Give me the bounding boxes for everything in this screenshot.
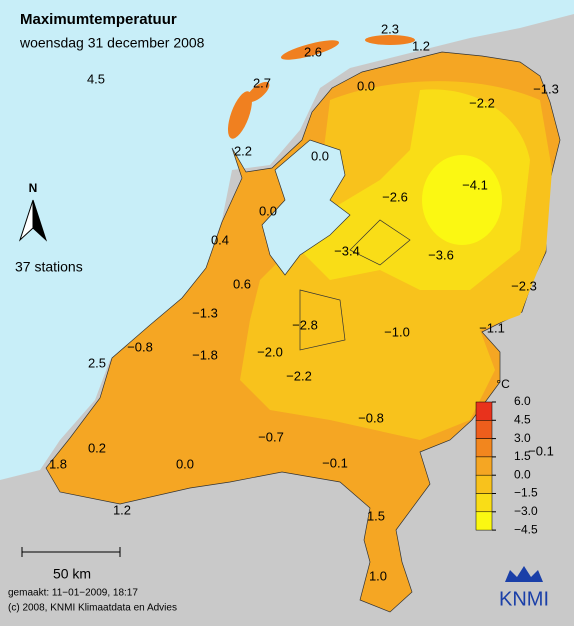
scale-bar <box>21 547 121 557</box>
north-arrow <box>32 199 48 242</box>
made-date: gemaakt: 11−01−2009, 18:17 <box>8 588 138 599</box>
legend-tick-label: −4.5 <box>514 522 538 536</box>
station-value: 1.0 <box>369 568 387 583</box>
station-value: −0.1 <box>528 443 554 458</box>
legend-swatch <box>475 456 493 476</box>
province-borders <box>299 219 411 351</box>
station-value: 1.8 <box>49 456 67 471</box>
island <box>227 91 253 139</box>
station-value: 2.3 <box>381 21 399 36</box>
legend-tick-label: −3.0 <box>514 504 538 518</box>
station-value: −3.4 <box>334 243 360 258</box>
station-value: −0.8 <box>358 410 384 425</box>
station-value: −1.3 <box>192 305 218 320</box>
subtitle: woensdag 31 december 2008 <box>19 35 205 51</box>
station-value: −1.3 <box>533 81 559 96</box>
station-value: 4.5 <box>87 71 105 86</box>
station-value: 0.0 <box>176 456 194 471</box>
station-count: 37 stations <box>15 259 83 275</box>
island <box>365 35 415 45</box>
knmi-logo: KNMI <box>499 588 549 610</box>
legend-swatch <box>475 493 493 513</box>
station-value: −2.2 <box>286 368 312 383</box>
legend-tick-label: 1.5 <box>514 449 531 463</box>
station-value: 1.2 <box>113 502 131 517</box>
station-value: 0.4 <box>211 232 229 247</box>
station-value: −1.1 <box>479 320 505 335</box>
scale-label: 50 km <box>53 566 91 582</box>
station-value: −1.0 <box>384 324 410 339</box>
copyright: (c) 2008, KNMI Klimaatdata en Advies <box>8 603 177 614</box>
legend-unit: °C <box>496 377 510 391</box>
station-value: −0.1 <box>322 455 348 470</box>
north-label: N <box>29 181 38 195</box>
station-value: −1.8 <box>192 347 218 362</box>
sea <box>0 0 574 480</box>
legend-swatch <box>475 401 493 421</box>
station-value: −4.1 <box>462 177 488 192</box>
legend-tick-label: 3.0 <box>514 431 531 445</box>
station-value: 0.0 <box>357 78 375 93</box>
station-value: −2.6 <box>382 189 408 204</box>
legend-tick-label: −1.5 <box>514 486 538 500</box>
knmi-crown <box>505 566 543 582</box>
legend-swatch <box>475 420 493 439</box>
station-value: 0.0 <box>259 203 277 218</box>
station-value: −2.0 <box>257 344 283 359</box>
station-value: −0.8 <box>127 339 153 354</box>
title: Maximumtemperatuur <box>20 11 177 28</box>
island <box>246 81 270 103</box>
zone-coldest <box>422 155 502 245</box>
station-value: 0.0 <box>311 148 329 163</box>
station-value: 0.6 <box>233 276 251 291</box>
station-value: 2.6 <box>304 44 322 59</box>
legend-tick-label: 4.5 <box>514 412 531 426</box>
station-value: −2.8 <box>292 317 318 332</box>
station-value: −2.3 <box>511 278 537 293</box>
station-value: 2.7 <box>253 75 271 90</box>
legend-swatch <box>475 474 493 494</box>
station-value: 1.5 <box>367 508 385 523</box>
station-value: 2.5 <box>88 355 106 370</box>
station-value: 2.2 <box>234 143 252 158</box>
station-value: −0.7 <box>258 429 284 444</box>
legend-swatch <box>475 438 493 458</box>
station-value: 0.2 <box>88 440 106 455</box>
station-value: −3.6 <box>428 247 454 262</box>
island <box>280 40 340 60</box>
legend-swatch <box>475 511 493 531</box>
ijsselmeer <box>261 139 351 276</box>
legend-tick-label: 0.0 <box>514 467 531 481</box>
legend-tick-label: 6.0 <box>514 394 531 408</box>
station-value: −2.2 <box>469 95 495 110</box>
station-value: 1.2 <box>412 38 430 53</box>
